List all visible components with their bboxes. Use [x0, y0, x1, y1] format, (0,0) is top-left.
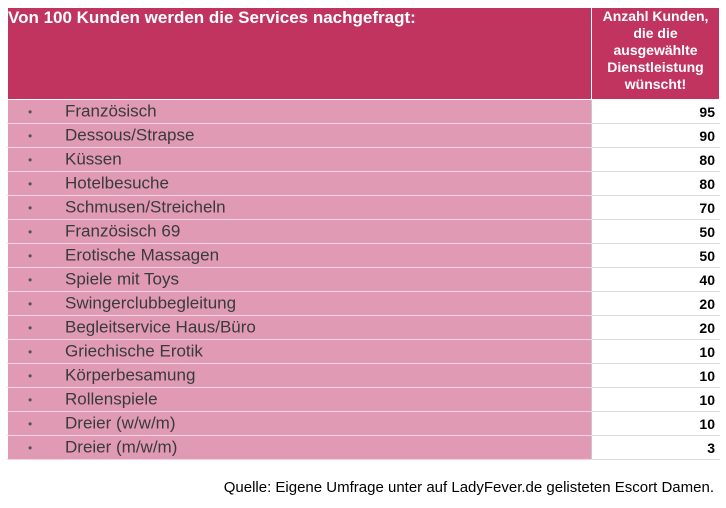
service-value: 95: [591, 99, 720, 124]
table-row: • Küssen 80: [7, 147, 720, 172]
service-value: 70: [591, 195, 720, 220]
service-value: 40: [591, 267, 720, 292]
row-label-cell: • Französisch 69: [7, 219, 592, 244]
service-label: Körperbesamung: [65, 365, 196, 385]
table-row: • Körperbesamung 10: [7, 363, 720, 388]
bullet-icon: •: [28, 296, 33, 311]
service-value: 80: [591, 147, 720, 172]
service-label: Rollenspiele: [65, 389, 158, 409]
bullet-icon: •: [28, 344, 33, 359]
service-label: Griechische Erotik: [65, 341, 203, 361]
service-value: 3: [591, 435, 720, 460]
row-label-cell: • Hotelbesuche: [7, 171, 592, 196]
service-value: 10: [591, 363, 720, 388]
service-label: Schmusen/Streicheln: [65, 197, 226, 217]
table-row: • Französisch 95: [7, 99, 720, 124]
row-label-cell: • Dessous/Strapse: [7, 123, 592, 148]
bullet-icon: •: [28, 200, 33, 215]
services-table: Von 100 Kunden werden die Services nachg…: [7, 7, 720, 460]
row-label-cell: • Griechische Erotik: [7, 339, 592, 364]
service-label: Küssen: [65, 149, 122, 169]
bullet-icon: •: [28, 152, 33, 167]
service-value: 10: [591, 411, 720, 436]
service-value: 50: [591, 219, 720, 244]
bullet-icon: •: [28, 392, 33, 407]
table-row: • Dreier (m/w/m) 3: [7, 435, 720, 460]
table-row: • Rollenspiele 10: [7, 387, 720, 412]
row-label-cell: • Swingerclubbegleitung: [7, 291, 592, 316]
row-label-cell: • Dreier (m/w/m): [7, 435, 592, 460]
bullet-icon: •: [28, 104, 33, 119]
table-row: • Spiele mit Toys 40: [7, 267, 720, 292]
table-row: • Hotelbesuche 80: [7, 171, 720, 196]
bullet-icon: •: [28, 440, 33, 455]
table-row: • Französisch 69 50: [7, 219, 720, 244]
bullet-icon: •: [28, 248, 33, 263]
row-label-cell: • Dreier (w/w/m): [7, 411, 592, 436]
service-label: Begleitservice Haus/Büro: [65, 317, 256, 337]
bullet-icon: •: [28, 368, 33, 383]
row-label-cell: • Körperbesamung: [7, 363, 592, 388]
table-body: • Französisch 95 • Dessous/Strapse 90 • Küssen 8…: [7, 99, 720, 460]
table-row: • Griechische Erotik 10: [7, 339, 720, 364]
value-column-header: Anzahl Kunden, die die ausgewählte Diens…: [591, 7, 720, 100]
row-label-cell: • Erotische Massagen: [7, 243, 592, 268]
table-header-row: Von 100 Kunden werden die Services nachg…: [7, 7, 720, 100]
service-value: 50: [591, 243, 720, 268]
bullet-icon: •: [28, 224, 33, 239]
service-value: 90: [591, 123, 720, 148]
bullet-icon: •: [28, 416, 33, 431]
service-value: 80: [591, 171, 720, 196]
source-note: Quelle: Eigene Umfrage unter auf LadyFev…: [223, 479, 714, 496]
service-label: Dreier (m/w/m): [65, 437, 178, 457]
table-row: • Begleitservice Haus/Büro 20: [7, 315, 720, 340]
service-value: 10: [591, 339, 720, 364]
service-label: Französisch 69: [65, 221, 181, 241]
service-label: Erotische Massagen: [65, 245, 220, 265]
bullet-icon: •: [28, 272, 33, 287]
service-label: Dreier (w/w/m): [65, 413, 176, 433]
service-label: Dessous/Strapse: [65, 125, 195, 145]
service-value: 20: [591, 315, 720, 340]
row-label-cell: • Küssen: [7, 147, 592, 172]
table-title: Von 100 Kunden werden die Services nachg…: [7, 7, 592, 100]
service-label: Französisch: [65, 101, 157, 121]
service-label: Spiele mit Toys: [65, 269, 180, 289]
service-value: 10: [591, 387, 720, 412]
row-label-cell: • Französisch: [7, 99, 592, 124]
bullet-icon: •: [28, 176, 33, 191]
row-label-cell: • Spiele mit Toys: [7, 267, 592, 292]
service-label: Hotelbesuche: [65, 173, 169, 193]
table-row: • Schmusen/Streicheln 70: [7, 195, 720, 220]
row-label-cell: • Rollenspiele: [7, 387, 592, 412]
bullet-icon: •: [28, 128, 33, 143]
table-row: • Dreier (w/w/m) 10: [7, 411, 720, 436]
table-row: • Erotische Massagen 50: [7, 243, 720, 268]
row-label-cell: • Begleitservice Haus/Büro: [7, 315, 592, 340]
service-label: Swingerclubbegleitung: [65, 293, 237, 313]
service-value: 20: [591, 291, 720, 316]
bullet-icon: •: [28, 320, 33, 335]
table-row: • Swingerclubbegleitung 20: [7, 291, 720, 316]
table-row: • Dessous/Strapse 90: [7, 123, 720, 148]
row-label-cell: • Schmusen/Streicheln: [7, 195, 592, 220]
